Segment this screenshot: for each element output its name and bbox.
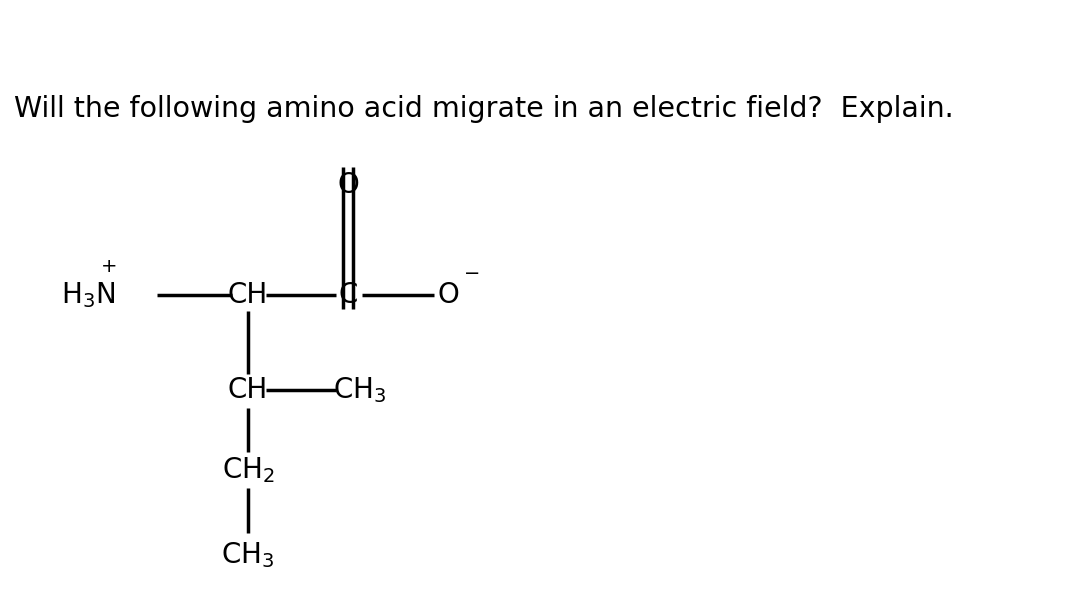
Text: $\mathdefault{CH_3}$: $\mathdefault{CH_3}$ [222,540,275,570]
Text: $\mathdefault{H_3N}$: $\mathdefault{H_3N}$ [61,280,115,310]
Text: O: O [338,171,359,199]
Text: C: C [339,281,358,309]
Text: +: + [101,258,117,276]
Text: CH: CH [228,281,268,309]
Text: CH: CH [228,376,268,404]
Text: O: O [437,281,459,309]
Text: −: − [464,264,480,282]
Text: $\mathdefault{CH_2}$: $\mathdefault{CH_2}$ [222,455,275,485]
Text: $\mathdefault{CH_3}$: $\mathdefault{CH_3}$ [333,375,386,405]
Text: Will the following amino acid migrate in an electric field?  Explain.: Will the following amino acid migrate in… [14,95,953,123]
